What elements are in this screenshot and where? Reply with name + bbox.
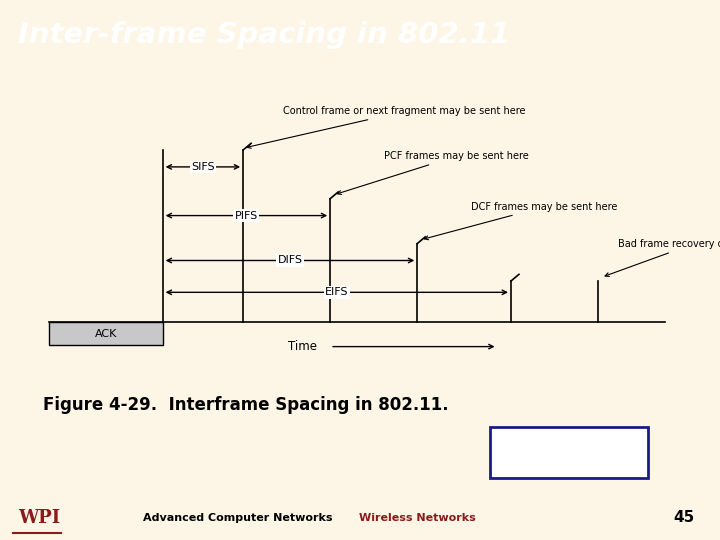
Text: Control frame or next fragment may be sent here: Control frame or next fragment may be se… [247,106,526,148]
Text: WPI: WPI [18,509,60,526]
Text: Inter-frame Spacing in 802.11: Inter-frame Spacing in 802.11 [18,21,510,49]
Text: DCF frames may be sent here: DCF frames may be sent here [424,202,617,240]
Text: PCF frames may be sent here: PCF frames may be sent here [337,151,528,194]
Text: Figure 4-29.  Interframe Spacing in 802.11.: Figure 4-29. Interframe Spacing in 802.1… [43,396,449,414]
Text: Tanenbaum: Tanenbaum [531,446,607,459]
Text: EIFS: EIFS [325,287,348,298]
Text: Time: Time [288,340,317,353]
Text: 45: 45 [673,510,695,525]
Bar [49,322,163,345]
Text: Advanced Computer Networks: Advanced Computer Networks [143,512,333,523]
Text: Wireless Networks: Wireless Networks [359,512,476,523]
Text: DIFS: DIFS [277,255,302,266]
Bar [490,427,648,478]
Text: Bad frame recovery done here: Bad frame recovery done here [605,239,720,276]
Text: ACK: ACK [94,328,117,339]
Text: SIFS: SIFS [191,162,215,172]
Text: PIFS: PIFS [235,211,258,220]
